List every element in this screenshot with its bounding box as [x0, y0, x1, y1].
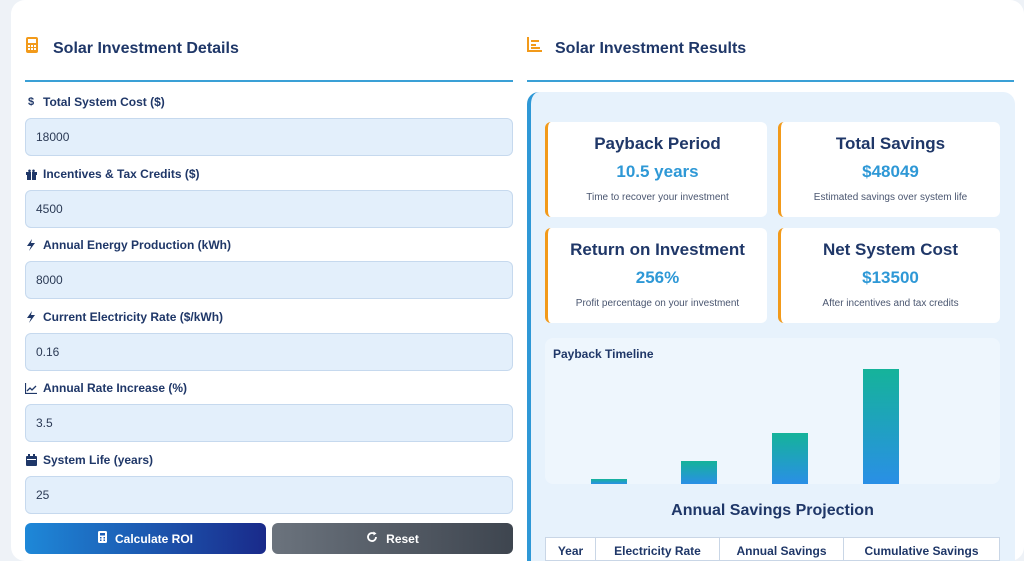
payback-timeline-chart: Payback Timeline	[545, 338, 1000, 484]
stat-card-net-cost: Net System Cost $13500 After incentives …	[778, 228, 1000, 323]
timeline-title: Payback Timeline	[553, 347, 654, 361]
stat-title: Payback Period	[594, 134, 721, 153]
electricity-rate-input[interactable]: 0.16	[25, 333, 513, 371]
timeline-bar	[591, 479, 627, 484]
calculate-roi-button[interactable]: Calculate ROI	[25, 523, 266, 554]
calculator-icon	[25, 36, 43, 54]
stat-description: Estimated savings over system life	[813, 192, 968, 203]
bolt-icon	[25, 239, 37, 251]
stat-card-roi: Return on Investment 256% Profit percent…	[545, 228, 767, 323]
timeline-bar	[863, 369, 899, 484]
projection-table-header: Year Electricity Rate Annual Savings Cum…	[545, 537, 1000, 561]
field-label: Annual Energy Production (kWh)	[43, 238, 231, 252]
stat-description: Time to recover your investment	[586, 192, 729, 203]
stat-title: Total Savings	[835, 134, 946, 153]
table-header-cell: Year	[546, 538, 596, 560]
field-electricity-rate: Current Electricity Rate ($/kWh) 0.16	[25, 309, 513, 371]
incentives-input[interactable]: 4500	[25, 190, 513, 228]
details-title: Solar Investment Details	[53, 40, 239, 57]
results-header: Solar Investment Results	[527, 34, 1014, 82]
stat-value: $13500	[862, 268, 919, 287]
calendar-icon	[25, 454, 37, 466]
table-header-cell: Electricity Rate	[596, 538, 720, 560]
table-header-cell: Cumulative Savings	[864, 544, 979, 558]
field-rate-increase: Annual Rate Increase (%) 3.5	[25, 380, 513, 442]
refresh-icon	[366, 531, 378, 546]
stat-description: Profit percentage on your investment	[575, 298, 740, 309]
bar-chart-icon	[527, 36, 545, 54]
timeline-bar	[772, 433, 808, 484]
bolt-icon	[25, 311, 37, 323]
reset-button[interactable]: Reset	[272, 523, 513, 554]
field-label: Annual Rate Increase (%)	[43, 381, 188, 395]
field-incentives: Incentives & Tax Credits ($) 4500	[25, 166, 513, 228]
field-label: Total System Cost ($)	[43, 95, 165, 109]
annual-energy-input[interactable]: 8000	[25, 261, 513, 299]
results-title: Solar Investment Results	[555, 40, 747, 57]
stat-value: $48049	[862, 162, 919, 181]
stat-value: 256%	[635, 268, 680, 287]
stat-card-total-savings: Total Savings $48049 Estimated savings o…	[778, 122, 1000, 217]
dollar-icon: $	[27, 96, 35, 108]
field-system-life: System Life (years) 25	[25, 452, 513, 514]
field-label: Incentives & Tax Credits ($)	[43, 167, 200, 181]
stat-value: 10.5 years	[616, 162, 699, 181]
stat-description: After incentives and tax credits	[822, 298, 959, 309]
line-chart-icon	[25, 382, 37, 394]
calculate-roi-label: Calculate ROI	[114, 531, 194, 546]
field-annual-energy: Annual Energy Production (kWh) 8000	[25, 237, 513, 299]
field-label: System Life (years)	[43, 453, 154, 467]
details-header: Solar Investment Details	[25, 34, 513, 82]
table-header-cell: Annual Savings	[720, 538, 844, 560]
rate-increase-input[interactable]: 3.5	[25, 404, 513, 442]
stat-card-payback: Payback Period 10.5 years Time to recove…	[545, 122, 767, 217]
gift-icon	[25, 168, 37, 180]
field-total-system-cost: $ Total System Cost ($) 18000	[25, 94, 513, 156]
total-system-cost-input[interactable]: 18000	[25, 118, 513, 156]
projection-title: Annual Savings Projection	[671, 502, 874, 519]
timeline-bar	[681, 461, 717, 484]
calculator-icon	[97, 531, 107, 546]
field-label: Current Electricity Rate ($/kWh)	[43, 310, 224, 324]
system-life-input[interactable]: 25	[25, 476, 513, 514]
stat-title: Net System Cost	[822, 240, 959, 259]
stat-title: Return on Investment	[570, 240, 745, 259]
reset-label: Reset	[386, 531, 419, 546]
